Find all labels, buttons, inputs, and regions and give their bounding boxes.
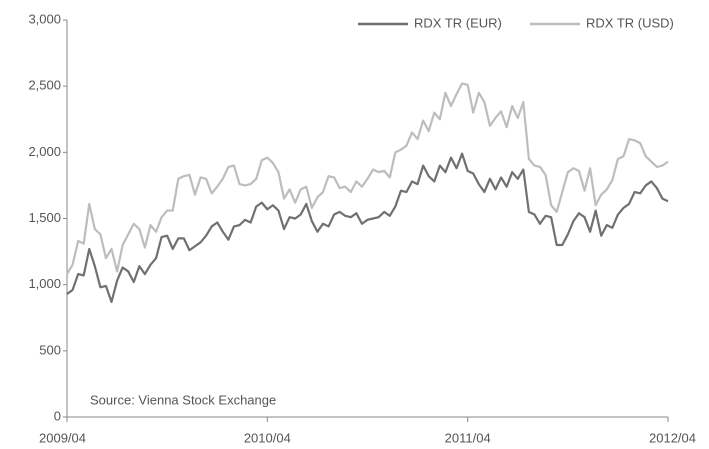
series-line: [66, 82, 669, 275]
y-tick-label: 2,500: [28, 78, 61, 93]
y-tick-label: 0: [54, 408, 61, 423]
series-line: [66, 152, 669, 303]
legend-label: RDX TR (USD): [586, 15, 674, 30]
x-tick-label: 2010/04: [244, 430, 291, 445]
x-tick-label: 2009/04: [39, 430, 86, 445]
x-tick-label: 2011/04: [445, 430, 491, 445]
y-tick-label: 2,000: [28, 144, 61, 159]
x-tick-label: 2012/04: [649, 430, 696, 445]
y-tick-label: 500: [39, 342, 61, 357]
y-tick-label: 1,000: [28, 276, 61, 291]
legend-label: RDX TR (EUR): [414, 15, 502, 30]
annotation: Source: Vienna Stock Exchange: [90, 392, 276, 407]
y-tick-label: 3,000: [28, 11, 61, 26]
y-tick-label: 1,500: [28, 210, 61, 225]
